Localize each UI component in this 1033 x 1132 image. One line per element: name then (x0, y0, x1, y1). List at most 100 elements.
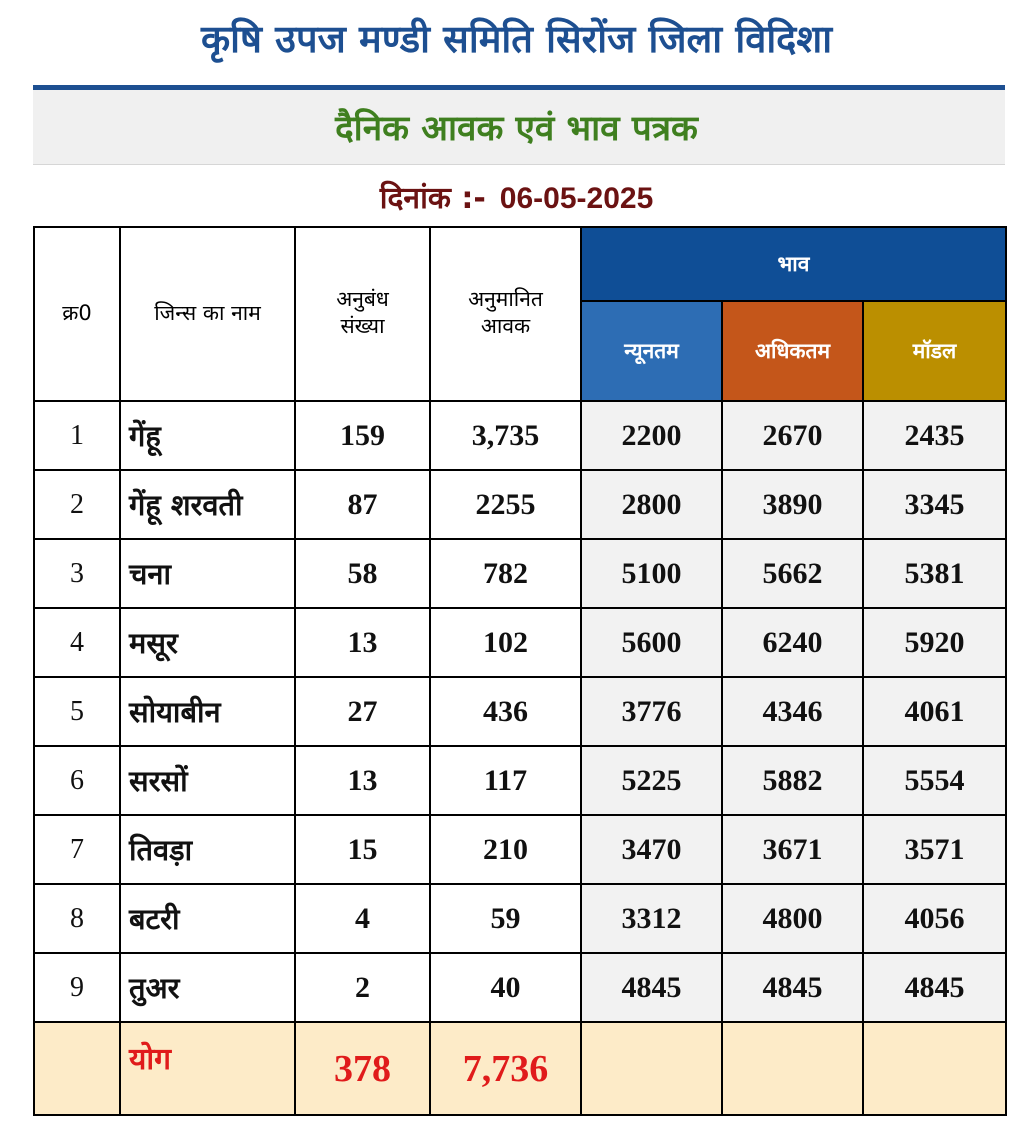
table-row: 1 गेंहू 159 3,735 2200 2670 2435 (33, 400, 1007, 471)
cell-max: 4800 (721, 883, 864, 954)
column-header-contracts: अनुबंध संख्या (294, 226, 431, 402)
total-min-cell (580, 1021, 723, 1116)
cell-commodity: बटरी (119, 883, 296, 954)
cell-modal: 2435 (862, 400, 1007, 471)
cell-commodity: तुअर (119, 952, 296, 1023)
cell-contracts: 13 (294, 607, 431, 678)
cell-sr: 9 (33, 952, 121, 1023)
cell-min: 3470 (580, 814, 723, 885)
cell-commodity: चना (119, 538, 296, 609)
column-header-arrival-line2: आवक (480, 314, 531, 338)
column-header-arrival: अनुमानित आवक (429, 226, 582, 402)
column-header-sr: क्र0 (33, 226, 121, 402)
cell-max: 4845 (721, 952, 864, 1023)
column-header-min: न्यूनतम (580, 300, 723, 402)
cell-sr: 1 (33, 400, 121, 471)
date-label: दिनांक :- (379, 181, 486, 216)
table-row: 3 चना 58 782 5100 5662 5381 (33, 538, 1007, 609)
cell-max: 2670 (721, 400, 864, 471)
total-arrival: 7,736 (429, 1021, 582, 1116)
cell-modal: 3345 (862, 469, 1007, 540)
column-header-contracts-line2: संख्या (340, 314, 385, 338)
cell-commodity: मसूर (119, 607, 296, 678)
cell-commodity: सोयाबीन (119, 676, 296, 747)
cell-sr: 4 (33, 607, 121, 678)
cell-sr: 7 (33, 814, 121, 885)
cell-contracts: 2 (294, 952, 431, 1023)
cell-arrival: 102 (429, 607, 582, 678)
table-row: 4 मसूर 13 102 5600 6240 5920 (33, 607, 1007, 678)
cell-min: 5100 (580, 538, 723, 609)
cell-modal: 4056 (862, 883, 1007, 954)
cell-contracts: 87 (294, 469, 431, 540)
cell-modal: 5381 (862, 538, 1007, 609)
cell-modal: 5920 (862, 607, 1007, 678)
cell-max: 5662 (721, 538, 864, 609)
cell-modal: 5554 (862, 745, 1007, 816)
cell-contracts: 13 (294, 745, 431, 816)
column-header-name: जिन्स का नाम (119, 226, 296, 402)
column-header-modal: मॉडल (862, 300, 1007, 402)
total-modal-cell (862, 1021, 1007, 1116)
table-row: 8 बटरी 4 59 3312 4800 4056 (33, 883, 1007, 954)
cell-min: 5225 (580, 745, 723, 816)
cell-max: 3890 (721, 469, 864, 540)
total-row: योग 378 7,736 (33, 1021, 1007, 1116)
cell-arrival: 40 (429, 952, 582, 1023)
table-row: 2 गेंहू शरवती 87 2255 2800 3890 3345 (33, 469, 1007, 540)
total-max-cell (721, 1021, 864, 1116)
table-row: 7 तिवड़ा 15 210 3470 3671 3571 (33, 814, 1007, 885)
cell-modal: 4845 (862, 952, 1007, 1023)
cell-min: 3776 (580, 676, 723, 747)
table-row: 5 सोयाबीन 27 436 3776 4346 4061 (33, 676, 1007, 747)
cell-min: 3312 (580, 883, 723, 954)
report-date: दिनांक :- 06-05-2025 (0, 176, 1033, 217)
cell-contracts: 27 (294, 676, 431, 747)
total-sr-cell (33, 1021, 121, 1116)
table-row: 9 तुअर 2 40 4845 4845 4845 (33, 952, 1007, 1023)
cell-sr: 6 (33, 745, 121, 816)
cell-commodity: गेंहू (119, 400, 296, 471)
column-header-max: अधिकतम (721, 300, 864, 402)
cell-sr: 8 (33, 883, 121, 954)
cell-contracts: 159 (294, 400, 431, 471)
cell-contracts: 4 (294, 883, 431, 954)
cell-sr: 2 (33, 469, 121, 540)
cell-min: 2800 (580, 469, 723, 540)
cell-max: 3671 (721, 814, 864, 885)
page-subtitle: दैनिक आवक एवं भाव पत्रक (335, 109, 698, 149)
column-group-price: भाव (580, 226, 1007, 302)
page-title: कृषि उपज मण्डी समिति सिरोंज जिला विदिशा (200, 17, 833, 61)
cell-commodity: गेंहू शरवती (119, 469, 296, 540)
cell-max: 5882 (721, 745, 864, 816)
total-label: योग (119, 1021, 296, 1116)
cell-arrival: 210 (429, 814, 582, 885)
column-header-arrival-line1: अनुमानित (468, 287, 543, 311)
cell-modal: 4061 (862, 676, 1007, 747)
subtitle-band (33, 90, 1005, 165)
cell-arrival: 782 (429, 538, 582, 609)
cell-arrival: 436 (429, 676, 582, 747)
cell-commodity: तिवड़ा (119, 814, 296, 885)
cell-min: 4845 (580, 952, 723, 1023)
cell-min: 2200 (580, 400, 723, 471)
price-table: क्र0 जिन्स का नाम अनुबंध संख्या अनुमानित… (33, 226, 1007, 1116)
cell-min: 5600 (580, 607, 723, 678)
column-header-contracts-line1: अनुबंध (336, 287, 389, 311)
cell-sr: 3 (33, 538, 121, 609)
cell-contracts: 58 (294, 538, 431, 609)
cell-max: 4346 (721, 676, 864, 747)
cell-contracts: 15 (294, 814, 431, 885)
cell-arrival: 59 (429, 883, 582, 954)
cell-arrival: 2255 (429, 469, 582, 540)
cell-arrival: 117 (429, 745, 582, 816)
table-row: 6 सरसों 13 117 5225 5882 5554 (33, 745, 1007, 816)
cell-sr: 5 (33, 676, 121, 747)
cell-arrival: 3,735 (429, 400, 582, 471)
title-divider (33, 85, 1005, 90)
total-contracts: 378 (294, 1021, 431, 1116)
cell-modal: 3571 (862, 814, 1007, 885)
cell-commodity: सरसों (119, 745, 296, 816)
date-value: 06-05-2025 (499, 182, 654, 215)
cell-max: 6240 (721, 607, 864, 678)
